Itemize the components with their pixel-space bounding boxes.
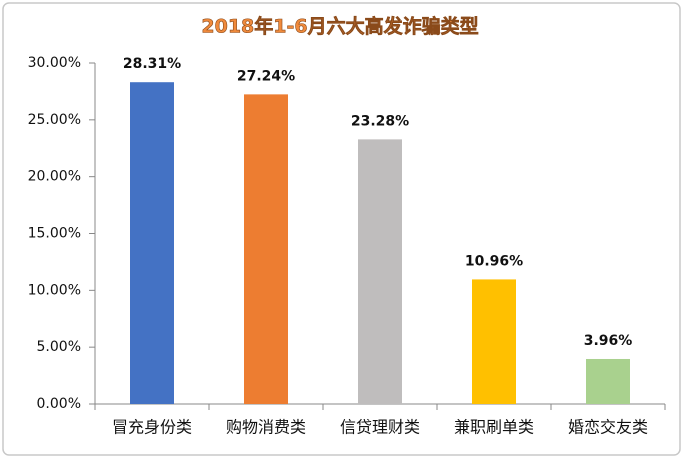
y-tick-label: 5.00% xyxy=(37,339,81,355)
x-tick-label: 婚恋交友类 xyxy=(568,418,648,437)
value-label: 28.31% xyxy=(123,56,181,72)
bar xyxy=(472,279,516,404)
x-tick-label: 信贷理财类 xyxy=(340,418,420,437)
bar xyxy=(586,358,630,404)
value-label: 23.28% xyxy=(351,113,409,129)
value-label: 27.24% xyxy=(237,68,295,84)
y-tick-label: 25.00% xyxy=(28,112,81,128)
y-tick-label: 30.00% xyxy=(28,55,81,71)
bar xyxy=(244,94,288,404)
bar xyxy=(130,82,174,405)
x-tick-label: 兼职刷单类 xyxy=(454,418,534,437)
x-tick-label: 冒充身份类 xyxy=(112,418,192,437)
value-label: 3.96% xyxy=(584,333,633,349)
value-label: 10.96% xyxy=(465,253,523,269)
chart-title: 2018年1-6月六大高发诈骗类型 xyxy=(201,15,478,38)
y-tick-label: 20.00% xyxy=(28,169,81,185)
y-tick-label: 0.00% xyxy=(37,396,81,412)
y-tick-label: 10.00% xyxy=(28,282,81,298)
bar xyxy=(358,139,402,404)
x-tick-label: 购物消费类 xyxy=(226,418,306,437)
y-tick-label: 15.00% xyxy=(28,226,81,242)
